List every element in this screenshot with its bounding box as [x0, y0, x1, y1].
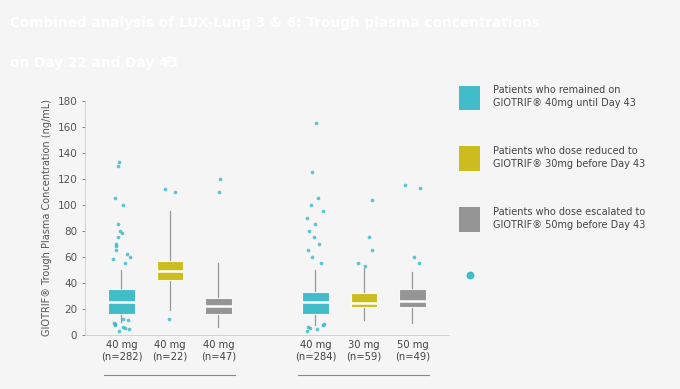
Point	[110, 241, 121, 247]
Point	[110, 322, 121, 329]
Point	[363, 234, 374, 240]
Point	[112, 163, 123, 169]
Point	[124, 326, 135, 333]
Point	[310, 221, 321, 228]
Point	[414, 260, 425, 266]
Point	[115, 228, 126, 234]
Point	[116, 230, 127, 237]
Point	[409, 254, 420, 260]
Bar	[302, 292, 328, 314]
Bar	[156, 261, 183, 280]
Point	[303, 324, 313, 330]
Point	[304, 325, 315, 331]
Point	[307, 254, 318, 260]
Text: Patients who dose reduced to
GIOTRIF® 30mg before Day 43: Patients who dose reduced to GIOTRIF® 30…	[493, 146, 645, 169]
Point	[114, 159, 124, 165]
Point	[169, 189, 180, 195]
Point	[359, 263, 370, 269]
Text: Patients who remained on
GIOTRIF® 40mg until Day 43: Patients who remained on GIOTRIF® 40mg u…	[493, 85, 636, 109]
Point	[313, 195, 324, 202]
Point	[112, 221, 123, 228]
Point	[307, 169, 318, 175]
Point	[303, 247, 314, 253]
Text: Patients who dose escalated to
GIOTRIF® 50mg before Day 43: Patients who dose escalated to GIOTRIF® …	[493, 207, 645, 230]
Point	[108, 320, 119, 326]
Bar	[399, 289, 426, 307]
Point	[317, 208, 328, 214]
Point	[318, 321, 329, 327]
Point	[214, 189, 224, 195]
Point	[122, 251, 133, 257]
Point	[118, 316, 129, 322]
Point	[312, 326, 323, 333]
Bar	[351, 293, 377, 307]
Point	[114, 328, 124, 334]
Point	[414, 185, 425, 191]
Bar	[205, 298, 232, 314]
Point	[316, 260, 326, 266]
Text: 4: 4	[165, 56, 171, 65]
Point	[109, 195, 120, 202]
Text: Combined analysis of LUX-Lung 3 & 6: Trough plasma concentrations: Combined analysis of LUX-Lung 3 & 6: Tro…	[10, 16, 539, 30]
Point	[164, 316, 175, 322]
Point	[303, 228, 314, 234]
Text: on Day 22 and Day 43: on Day 22 and Day 43	[10, 56, 177, 70]
Point	[159, 186, 170, 193]
Point	[107, 256, 118, 263]
Point	[313, 241, 324, 247]
Point	[215, 176, 226, 182]
Point	[309, 234, 320, 240]
Point	[110, 243, 121, 249]
Point	[353, 260, 364, 266]
Point	[110, 321, 121, 327]
Point	[118, 324, 129, 330]
Point	[318, 322, 328, 329]
Point	[306, 202, 317, 208]
Y-axis label: GIOTRIF® Trough Plasma Concentration (ng/mL): GIOTRIF® Trough Plasma Concentration (ng…	[42, 99, 52, 336]
Point	[310, 120, 321, 126]
Point	[111, 247, 122, 253]
Point	[367, 247, 377, 253]
Bar	[108, 289, 135, 314]
Point	[122, 317, 133, 323]
Point	[302, 328, 313, 334]
Point	[120, 325, 131, 331]
Point	[400, 182, 411, 189]
Point	[366, 196, 377, 203]
Point	[124, 254, 135, 260]
Point	[118, 202, 129, 208]
Point	[112, 234, 123, 240]
Point	[302, 215, 313, 221]
Point	[120, 260, 131, 266]
